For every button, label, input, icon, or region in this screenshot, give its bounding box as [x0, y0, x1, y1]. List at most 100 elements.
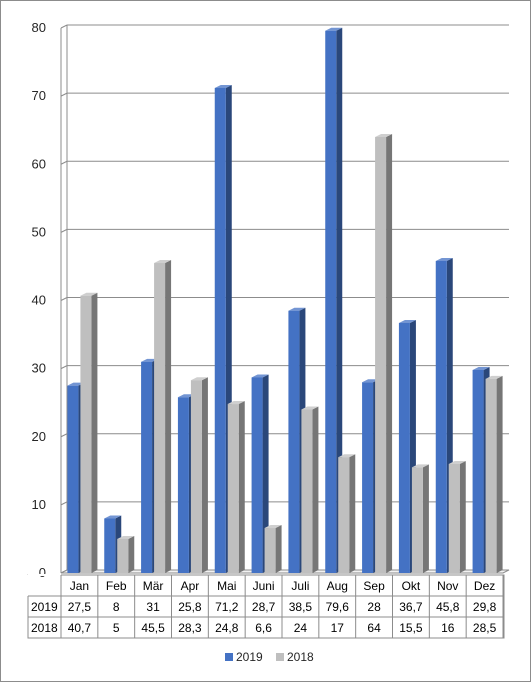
data-table-cell: 79,6 — [326, 600, 350, 614]
bar-side-2019-Juni — [262, 374, 269, 573]
data-table-cell: 17 — [331, 621, 345, 635]
y-tick-label: 40 — [32, 293, 46, 308]
x-tick-label: Aug — [327, 579, 348, 593]
bar-side-2019-Aug — [336, 27, 343, 574]
bar-2018-Juni — [264, 528, 276, 573]
x-tick-label: Juni — [253, 579, 275, 593]
y-tick-label: 20 — [32, 429, 46, 444]
data-table-cell: 25,8 — [178, 600, 202, 614]
data-table-cell: 27,5 — [68, 600, 92, 614]
bar-2019-Mär — [141, 361, 153, 573]
y-tick-label: 10 — [32, 497, 46, 512]
bar-2019-Okt — [398, 322, 410, 573]
data-table-series-label: 2018 — [31, 621, 58, 635]
bar-2019-Dez — [472, 369, 484, 573]
data-table-cell: 40,7 — [68, 621, 92, 635]
bar-top-2019-Jan — [67, 382, 85, 386]
chart-floor — [60, 569, 510, 574]
data-table-cell: 24,8 — [215, 621, 239, 635]
bar-side-2018-Okt — [422, 464, 429, 573]
bar-2018-Jan — [80, 295, 92, 573]
x-tick-label: Okt — [402, 579, 421, 593]
x-tick-label: Jan — [70, 579, 89, 593]
bar-2019-Nov — [435, 260, 447, 573]
bar-2019-Jan — [67, 385, 79, 573]
x-tick-label: Juli — [291, 579, 309, 593]
bar-2019-Juli — [288, 310, 300, 573]
x-tick-label: Mär — [143, 579, 164, 593]
bar-2018-Okt — [411, 467, 423, 573]
data-table-cell: 15,5 — [399, 621, 423, 635]
legend-swatch-2019 — [225, 653, 233, 661]
y-tick-label: 70 — [32, 88, 46, 103]
bar-side-2018-Juni — [275, 525, 282, 573]
bar-top-2019-Juni — [251, 374, 269, 378]
data-table-series-label: 2019 — [31, 600, 58, 614]
bar-2019-Juni — [251, 377, 263, 573]
gridline-depth-30 — [60, 365, 68, 370]
bar-top-2019-Juli — [288, 307, 306, 311]
data-table-cell: 64 — [367, 621, 381, 635]
data-table-cell: 28 — [367, 600, 381, 614]
data-table-cell: 28,3 — [178, 621, 202, 635]
bar-top-2018-Juni — [264, 525, 282, 529]
bar-2019-Sep — [362, 382, 374, 573]
bar-2018-Aug — [338, 457, 350, 573]
x-tick-label: Dez — [474, 579, 495, 593]
gridline-depth-20 — [60, 433, 68, 438]
data-table-cell: 31 — [146, 600, 160, 614]
bar-top-2018-Feb — [117, 535, 135, 539]
y-tick-label: 60 — [32, 156, 46, 171]
bar-side-2018-Jan — [91, 292, 98, 573]
y-tick-label: 0 — [39, 565, 46, 580]
bar-2018-Feb — [117, 538, 129, 573]
data-table-cell: 6,6 — [255, 621, 272, 635]
data-table-cell: 38,5 — [289, 600, 313, 614]
bar-side-2018-Mär — [165, 260, 172, 573]
bar-top-2018-Apr — [190, 377, 208, 381]
x-tick-label: Feb — [106, 579, 127, 593]
bar-top-2018-Sep — [375, 134, 393, 137]
bar-top-2019-Dez — [472, 366, 490, 370]
bar-top-2019-Sep — [362, 379, 380, 383]
bar-top-2019-Okt — [398, 319, 416, 323]
y-tick-label: 30 — [32, 361, 46, 376]
bar-2018-Dez — [485, 378, 497, 573]
bar-2018-Apr — [190, 380, 202, 573]
data-table-cell: 29,8 — [473, 600, 497, 614]
bar-top-2018-Dez — [485, 375, 503, 379]
bar-side-2018-Feb — [128, 535, 135, 573]
data-table-cell: 36,7 — [399, 600, 423, 614]
bar-2019-Feb — [104, 518, 116, 573]
bar-top-2018-Mai — [227, 401, 245, 405]
gridline-depth-10 — [60, 501, 68, 506]
x-tick-label: Apr — [181, 579, 200, 593]
bar-top-2019-Aug — [325, 27, 343, 31]
x-tick-label: Nov — [437, 579, 458, 593]
gridline-depth-70 — [60, 92, 68, 97]
data-table-cell: 28,5 — [473, 621, 497, 635]
bar-top-2019-Feb — [104, 515, 122, 519]
bar-2019-Aug — [325, 30, 337, 574]
gridline-depth-50 — [60, 228, 68, 233]
legend-label: 2019 — [236, 650, 263, 664]
gridline-depth-80 — [60, 24, 68, 29]
bar-2018-Juli — [301, 409, 313, 573]
data-table-border — [27, 574, 505, 639]
bar-2019-Apr — [177, 397, 189, 573]
data-table-cell: 28,7 — [252, 600, 276, 614]
data-table-cell: 71,2 — [215, 600, 239, 614]
y-tick-label: 80 — [32, 20, 46, 35]
bar-top-2018-Jan — [80, 292, 98, 296]
bar-top-2018-Okt — [411, 464, 429, 468]
legend-label: 2018 — [287, 650, 314, 664]
bar-side-2018-Juli — [312, 406, 319, 573]
bar-side-2018-Aug — [349, 454, 356, 573]
gridline-depth-40 — [60, 297, 68, 301]
bar-2018-Mär — [154, 263, 166, 573]
bar-top-2019-Mai — [214, 84, 232, 88]
bar-side-2018-Dez — [496, 375, 503, 573]
y-tick-label: 50 — [32, 224, 46, 239]
